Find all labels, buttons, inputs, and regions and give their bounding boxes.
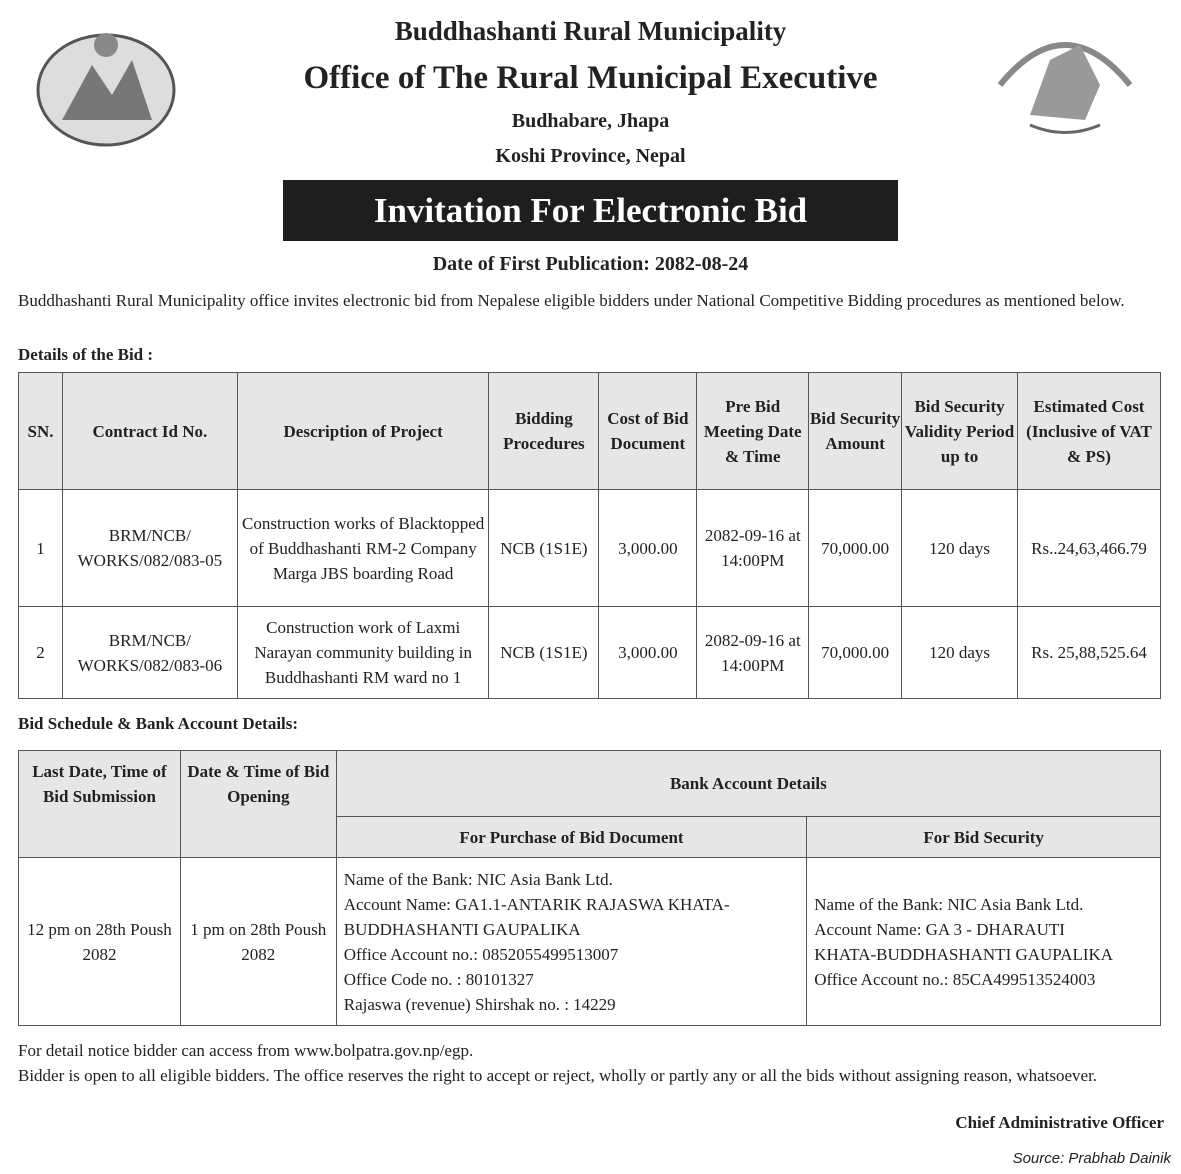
bank-line: Office Code no. : 80101327 (343, 969, 534, 989)
bank-line: Name of the Bank: NIC Asia Bank Ltd. (814, 894, 1084, 914)
col-header: Cost of Bid Document (598, 372, 698, 490)
cell: 120 days (901, 489, 1018, 607)
cell: 2082-09-16 at 14:00PM (696, 606, 810, 699)
cell: Rs. 25,88,525.64 (1016, 606, 1162, 699)
bank-line: KHATA-BUDDHASHANTI GAUPALIKA (814, 944, 1114, 964)
cell: 3,000.00 (598, 489, 698, 607)
detail-note: For detail notice bidder can access from… (18, 1041, 474, 1060)
cell: Construction work of Laxmi Narayan commu… (236, 606, 490, 699)
bank-line: Rajaswa (revenue) Shirshak no. : 14229 (343, 994, 616, 1014)
col-header: Bid Security Amount (808, 372, 903, 490)
bid-opening: 1 pm on 28th Poush 2082 (179, 857, 337, 1026)
bank-line: Account Name: GA 3 - DHARAUTI (814, 919, 1065, 939)
col-header: Date & Time of Bid Opening (179, 750, 337, 858)
col-header: Bid Security Validity Period up to (901, 372, 1018, 490)
col-header: Estimated Cost (Inclusive of VAT & PS) (1016, 372, 1162, 490)
col-header: Pre Bid Meeting Date & Time (696, 372, 810, 490)
source: Source: Prabhab Dainik (1012, 1150, 1171, 1167)
details-label: Details of the Bid : (18, 345, 154, 364)
nepal-emblem-logo (36, 33, 176, 147)
cell: 120 days (901, 606, 1018, 699)
col-header: Bank Account Details (335, 750, 1162, 817)
cell: 70,000.00 (808, 606, 903, 699)
cell: 70,000.00 (808, 489, 903, 607)
cell: 2082-09-16 at 14:00PM (696, 489, 810, 607)
intro-text: Buddhashanti Rural Municipality office i… (18, 291, 1125, 310)
bank-line: Name of the Bank: NIC Asia Bank Ltd. (343, 869, 613, 889)
col-header: Description of Project (236, 372, 490, 490)
notice-title: Invitation For Electronic Bid (283, 180, 898, 241)
bid-table: SN. Contract Id No. Description of Proje… (18, 372, 1162, 699)
col-header: For Bid Security (806, 816, 1161, 858)
bank-line: Account Name: GA1.1-ANTARIK RAJASWA KHAT… (343, 894, 730, 914)
cell: 2 (18, 606, 63, 699)
municipality-logo (997, 42, 1133, 134)
table-row: 12 pm on 28th Poush 2082 1 pm on 28th Po… (18, 857, 1161, 1026)
province: Koshi Province, Nepal (495, 145, 686, 167)
schedule-table: Last Date, Time of Bid Submission Date &… (18, 750, 1162, 1026)
col-header: Bidding Procedures (488, 372, 600, 490)
table-row: 1 BRM/NCB/ WORKS/082/083-05 Construction… (18, 489, 1162, 607)
col-header: For Purchase of Bid Document (335, 816, 808, 858)
purchase-bank-details: Name of the Bank: NIC Asia Bank Ltd. Acc… (335, 857, 808, 1026)
bank-line: Office Account no.: 0852055499513007 (343, 944, 619, 964)
address: Budhabare, Jhapa (511, 110, 670, 132)
col-header: Contract Id No. (61, 372, 238, 490)
bid-table-header: SN. Contract Id No. Description of Proje… (18, 372, 1162, 490)
bank-line: BUDDHASHANTI GAUPALIKA (343, 919, 581, 939)
office-name: Office of The Rural Municipal Executive (303, 60, 878, 96)
last-submission: 12 pm on 28th Poush 2082 (18, 857, 181, 1026)
eligibility-note: Bidder is open to all eligible bidders. … (18, 1066, 1098, 1085)
cell: NCB (1S1E) (488, 606, 600, 699)
cell: Construction works of Blacktopped of Bud… (236, 489, 490, 607)
cell: 3,000.00 (598, 606, 698, 699)
cell: NCB (1S1E) (488, 489, 600, 607)
col-header: SN. (18, 372, 63, 490)
col-header: Last Date, Time of Bid Submission (18, 750, 181, 858)
cell: 1 (18, 489, 63, 607)
table-row: 2 BRM/NCB/ WORKS/082/083-06 Construction… (18, 606, 1162, 699)
publication-date: Date of First Publication: 2082-08-24 (432, 253, 749, 275)
bank-line: Office Account no.: 85CA499513524003 (814, 969, 1096, 989)
security-bank-details: Name of the Bank: NIC Asia Bank Ltd. Acc… (806, 857, 1161, 1026)
signatory: Chief Administrative Officer (955, 1113, 1164, 1132)
municipality-name: Buddhashanti Rural Municipality (394, 16, 787, 46)
schedule-label: Bid Schedule & Bank Account Details: (18, 714, 299, 733)
cell: Rs..24,63,466.79 (1016, 489, 1162, 607)
cell: BRM/NCB/ WORKS/082/083-05 (61, 489, 238, 607)
cell: BRM/NCB/ WORKS/082/083-06 (61, 606, 238, 699)
